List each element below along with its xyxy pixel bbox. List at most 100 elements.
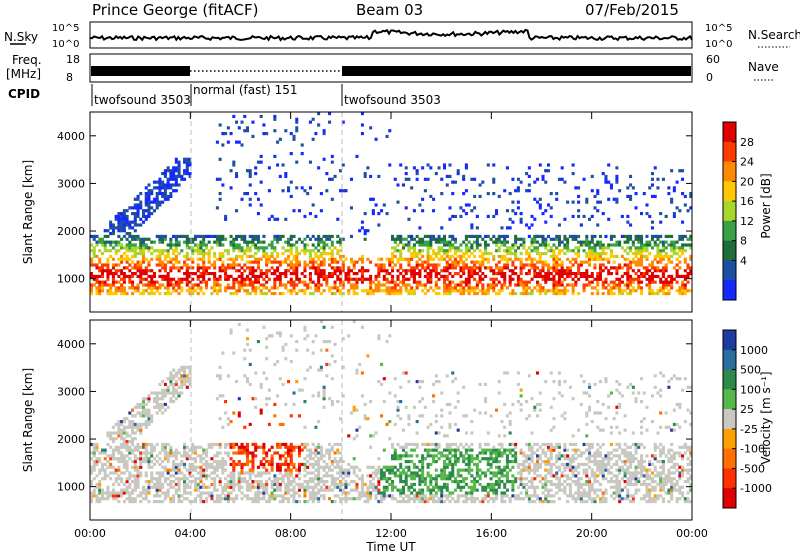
velocity-heatmap-cell	[292, 445, 296, 449]
velocity-heatmap-cell	[404, 454, 408, 458]
power-heatmap-cell	[391, 252, 395, 256]
power-heatmap-cell	[530, 257, 534, 261]
power-heatmap-cell	[686, 243, 690, 247]
power-heatmap-cell	[637, 277, 641, 281]
power-heatmap-cell	[407, 292, 411, 296]
velocity-heatmap-cell	[328, 468, 332, 472]
power-heatmap-cell	[541, 260, 545, 264]
velocity-heatmap-cell	[139, 460, 143, 464]
velocity-heatmap-cell	[163, 451, 167, 455]
power-heatmap-cell	[174, 189, 178, 193]
power-heatmap-cell	[308, 252, 312, 256]
velocity-heatmap-cell	[144, 402, 148, 407]
power-heatmap-cell	[251, 237, 255, 241]
power-heatmap-cell	[360, 123, 364, 127]
velocity-heatmap-cell	[235, 497, 239, 501]
power-heatmap-cell	[169, 183, 173, 187]
power-heatmap-cell	[470, 289, 474, 293]
power-heatmap-cell	[533, 286, 537, 290]
power-heatmap-cell	[358, 277, 362, 281]
power-heatmap-cell	[111, 283, 115, 287]
power-heatmap-cell	[566, 257, 570, 261]
velocity-heatmap-cell	[265, 454, 269, 458]
velocity-heatmap-cell	[410, 491, 414, 495]
power-heatmap-cell	[284, 283, 288, 287]
velocity-heatmap-cell	[245, 488, 250, 492]
power-heatmap-cell	[193, 237, 198, 241]
power-heatmap-cell	[360, 112, 364, 116]
power-heatmap-cell	[120, 226, 124, 230]
power-heatmap-cell	[519, 237, 523, 241]
power-heatmap-cell	[582, 272, 586, 276]
velocity-heatmap-cell	[169, 445, 173, 449]
power-heatmap-cell	[640, 252, 644, 256]
power-heatmap-cell	[303, 274, 307, 279]
power-heatmap-cell	[270, 214, 274, 219]
velocity-heatmap-cell	[434, 445, 438, 449]
power-heatmap-cell	[612, 283, 616, 287]
velocity-heatmap-cell	[229, 497, 233, 501]
velocity-heatmap-cell	[319, 451, 323, 455]
velocity-heatmap-cell	[388, 482, 392, 487]
velocity-heatmap-cell	[289, 414, 293, 418]
velocity-heatmap-cell	[155, 442, 159, 447]
power-heatmap-cell	[634, 206, 638, 210]
power-heatmap-cell	[322, 157, 326, 161]
velocity-heatmap-cell	[391, 442, 395, 447]
power-heatmap-cell	[552, 254, 556, 259]
power-heatmap-cell	[508, 192, 512, 196]
velocity-heatmap-cell	[196, 494, 200, 498]
power-heatmap-cell	[552, 277, 556, 281]
velocity-heatmap-cell	[218, 465, 222, 469]
velocity-heatmap-cell	[90, 465, 94, 469]
power-heatmap-cell	[174, 289, 178, 293]
velocity-heatmap-cell	[278, 334, 282, 338]
velocity-heatmap-cell	[265, 397, 269, 401]
power-heatmap-cell	[303, 260, 307, 264]
power-heatmap-cell	[339, 272, 343, 276]
power-heatmap-cell	[568, 272, 572, 276]
velocity-heatmap-cell	[276, 445, 280, 449]
power-heatmap-cell	[210, 263, 214, 267]
power-heatmap-cell	[262, 132, 266, 136]
velocity-heatmap-cell	[139, 500, 143, 504]
power-heatmap-cell	[158, 203, 162, 207]
power-heatmap-cell	[245, 254, 250, 259]
velocity-heatmap-cell	[166, 491, 170, 495]
power-heatmap-cell	[150, 206, 154, 210]
power-heatmap-cell	[396, 269, 400, 273]
velocity-heatmap-cell	[297, 445, 301, 449]
power-heatmap-cell	[683, 203, 687, 207]
velocity-heatmap-cell	[172, 462, 176, 467]
power-heatmap-cell	[363, 174, 367, 179]
power-heatmap-cell	[410, 269, 414, 273]
power-heatmap-cell	[213, 266, 217, 270]
power-heatmap-cell	[514, 212, 518, 216]
power-heatmap-cell	[664, 263, 668, 267]
power-heatmap-cell	[429, 280, 433, 284]
power-heatmap-cell	[609, 292, 613, 296]
power-heatmap-cell	[185, 240, 189, 244]
power-heatmap-cell	[349, 283, 353, 287]
velocity-heatmap-cell	[388, 494, 392, 498]
velocity-heatmap-cell	[136, 480, 140, 484]
velocity-heatmap-cell	[152, 500, 156, 504]
velocity-heatmap-cell	[423, 457, 427, 461]
power-heatmap-cell	[442, 234, 447, 239]
power-heatmap-cell	[297, 263, 301, 267]
velocity-heatmap-cell	[183, 451, 187, 455]
power-heatmap-cell	[281, 163, 285, 167]
power-heatmap-cell	[464, 237, 468, 241]
power-heatmap-cell	[259, 257, 263, 261]
velocity-heatmap-cell	[161, 491, 165, 495]
velocity-heatmap-cell	[371, 434, 375, 438]
power-heatmap-cell	[161, 252, 165, 256]
velocity-heatmap-cell	[380, 494, 384, 498]
power-heatmap-cell	[503, 272, 507, 276]
velocity-heatmap-cell	[421, 442, 425, 447]
power-heatmap-cell	[470, 226, 474, 230]
velocity-heatmap-cell	[281, 345, 285, 349]
velocity-heatmap-cell	[180, 454, 184, 458]
power-heatmap-cell	[330, 254, 334, 259]
